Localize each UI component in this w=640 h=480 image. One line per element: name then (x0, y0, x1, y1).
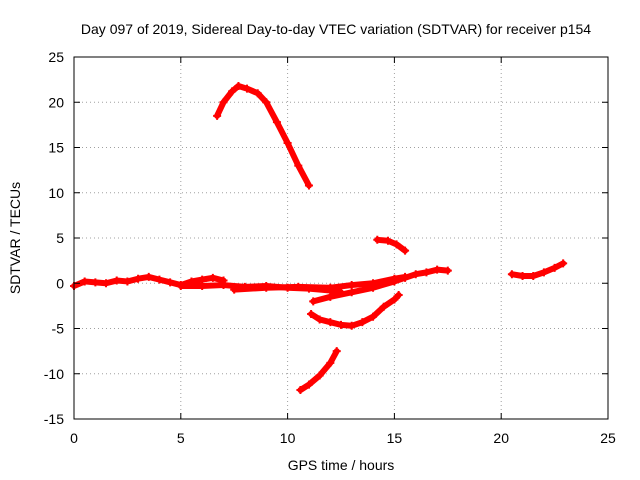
series-arc-4 (213, 81, 313, 190)
data-point (234, 81, 243, 90)
y-tick-labels: -15 -10 -5 0 5 10 15 20 25 (44, 49, 64, 427)
y-tick-label: 0 (56, 275, 64, 291)
x-axis-title: GPS time / hours (288, 457, 395, 473)
data-point (539, 268, 548, 277)
data-point (213, 111, 222, 120)
data-point (296, 386, 305, 395)
data-point (529, 272, 538, 281)
data-point (272, 118, 281, 127)
y-tick-label: 20 (48, 94, 64, 110)
data-point (507, 270, 516, 279)
data-point (347, 288, 356, 297)
data-point (337, 320, 345, 329)
data-point (326, 283, 335, 292)
series-line (308, 292, 402, 329)
data-point (390, 295, 399, 304)
series-arc-5 (373, 235, 410, 255)
data-point (433, 265, 442, 274)
data-point (198, 281, 207, 290)
data-point (230, 285, 239, 294)
data-point (91, 278, 100, 287)
data-point (304, 380, 313, 389)
data-point (411, 270, 420, 279)
x-tick-label: 0 (70, 430, 78, 446)
data-point (332, 347, 341, 356)
series-arc-6 (309, 265, 452, 306)
data-point (347, 281, 356, 290)
y-tick-label: 5 (56, 230, 64, 246)
data-point (443, 266, 452, 275)
data-point (144, 272, 153, 281)
data-point (309, 297, 318, 306)
data-point (315, 371, 324, 380)
data-point (208, 273, 217, 282)
y-tick-label: 25 (48, 49, 64, 65)
series-line (310, 266, 451, 305)
data-point (102, 279, 111, 288)
chart-title: Day 097 of 2019, Sidereal Day-to-day VTE… (81, 21, 591, 37)
data-point (401, 273, 410, 282)
data-point (155, 275, 164, 284)
data-point (112, 276, 121, 285)
data-point (315, 315, 324, 324)
data-point (550, 263, 559, 272)
x-tick-label: 20 (493, 430, 509, 446)
y-tick-label: -10 (44, 366, 64, 382)
axis-ticks (73, 56, 609, 420)
data-point (262, 98, 271, 107)
data-point (134, 274, 143, 283)
data-point (373, 235, 382, 244)
data-point (262, 283, 271, 292)
y-tick-label: 15 (48, 140, 64, 156)
data-point (219, 98, 228, 107)
x-tick-label: 5 (177, 430, 185, 446)
x-tick-labels: 0 5 10 15 20 25 (70, 430, 616, 446)
data-point (358, 318, 367, 327)
data-point (422, 268, 431, 277)
data-point (559, 259, 568, 268)
data-point (379, 302, 388, 311)
data-point (401, 246, 410, 255)
series-arc-9 (507, 259, 568, 281)
data-point (392, 240, 401, 249)
data-point (369, 283, 378, 292)
series-arc-7 (307, 291, 403, 330)
data-point (294, 161, 303, 170)
y-tick-label: 10 (48, 185, 64, 201)
y-axis-title: SDTVAR / TECUs (7, 182, 23, 294)
data-point (326, 358, 335, 367)
data-point (294, 282, 303, 291)
data-point (369, 312, 378, 321)
data-point (219, 281, 228, 290)
data-point (283, 138, 292, 147)
data-point (390, 277, 399, 286)
data-point (304, 181, 313, 190)
x-tick-label: 25 (600, 430, 616, 446)
y-tick-label: -15 (44, 411, 64, 427)
data-point (176, 281, 185, 290)
data-point (228, 87, 237, 96)
data-point (123, 277, 132, 286)
data-point (80, 277, 89, 286)
x-tick-label: 10 (280, 430, 296, 446)
series-line (374, 236, 409, 254)
data-point (518, 272, 527, 281)
data-point (253, 89, 262, 98)
y-tick-label: -5 (52, 321, 65, 337)
series-arc-1 (70, 272, 228, 290)
gridlines (74, 57, 608, 419)
data-point (326, 292, 335, 301)
x-tick-label: 15 (387, 430, 403, 446)
data-point (383, 236, 392, 245)
data-point (347, 321, 356, 330)
data-series (70, 81, 568, 395)
data-point (307, 310, 316, 319)
data-point (326, 318, 335, 327)
series-line (214, 82, 312, 189)
data-point (166, 278, 175, 287)
data-point (243, 84, 252, 93)
series-arc-8 (296, 347, 341, 395)
data-point (394, 291, 403, 300)
